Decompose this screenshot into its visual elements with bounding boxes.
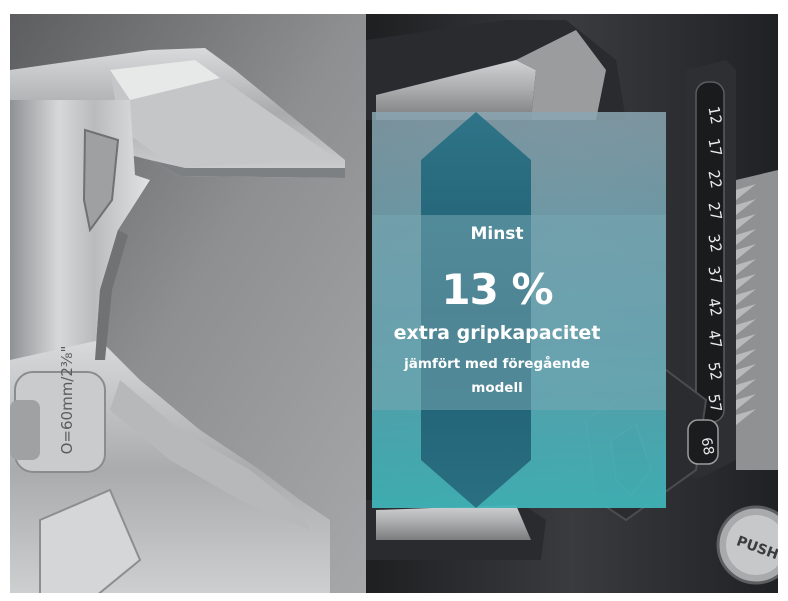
overlay-percentage: 13 % — [441, 265, 553, 314]
overlay-comparison: jämfört med föregående — [404, 356, 590, 372]
overlay-minst: Minst — [470, 224, 524, 244]
overlay-model: modell — [471, 380, 523, 396]
scale-mark: 57 — [704, 393, 725, 414]
svg-text:O=60mm/2⅜": O=60mm/2⅜" — [58, 346, 76, 455]
scale-mark: 52 — [704, 361, 725, 382]
frame-right — [778, 0, 788, 601]
left-wrench-photo: O=60mm/2⅜" — [0, 0, 366, 601]
overlay-extra-capacity: extra gripkapacitet — [393, 322, 601, 344]
scale-mark: 17 — [704, 137, 725, 158]
right-wrench-photo: 12 17 22 27 32 37 42 47 52 57 68 PUSH — [366, 0, 788, 601]
scale-mark: 32 — [704, 233, 725, 254]
scale-mark: 12 — [704, 105, 725, 126]
scale-mark: 37 — [704, 265, 725, 286]
scale-mark: 42 — [704, 297, 725, 318]
left-wrench-graphic: O=60mm/2⅜" — [0, 0, 366, 601]
scale-mark: 47 — [704, 329, 725, 350]
right-wrench-graphic: 12 17 22 27 32 37 42 47 52 57 68 PUSH — [366, 0, 788, 601]
frame-left — [0, 0, 10, 601]
frame-top — [0, 0, 788, 14]
frame-bottom — [0, 593, 788, 601]
scale-mark: 22 — [704, 169, 725, 190]
left-engraving: O=60mm/2⅜" — [58, 346, 76, 455]
scale-marks: 12 17 22 27 32 37 42 47 52 57 — [704, 105, 725, 414]
scale-mark: 27 — [704, 201, 725, 222]
size-badge-text: 68 — [698, 436, 717, 456]
